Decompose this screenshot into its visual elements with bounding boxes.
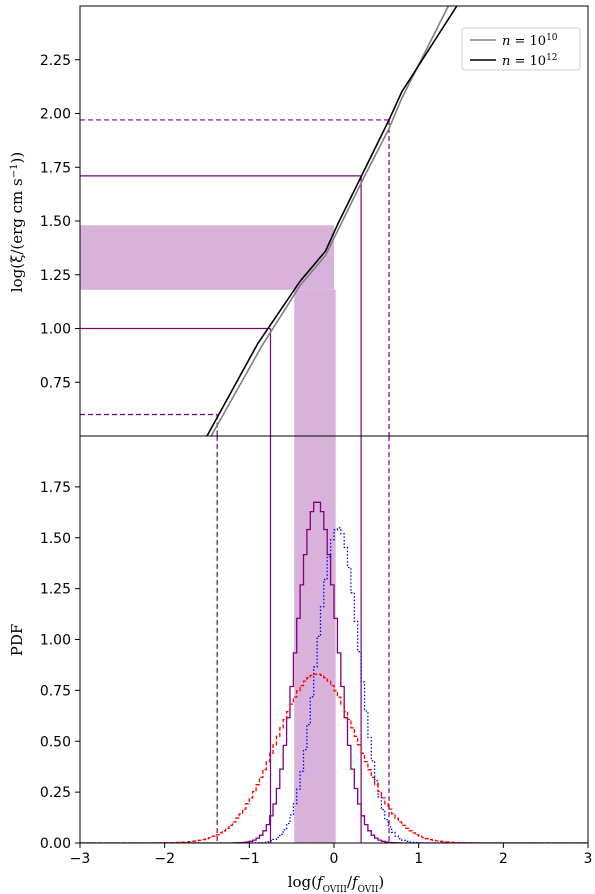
top-y-tick-label: 2.00 <box>40 107 71 123</box>
bottom-x-tick-label: −3 <box>70 851 91 867</box>
bottom-y-tick-label: 1.00 <box>40 633 71 649</box>
bottom-y-tick-label: 0.50 <box>40 734 71 750</box>
legend: n = 1010 n = 1012 <box>461 27 581 71</box>
bottom-y-tick-label: 0.25 <box>40 785 71 801</box>
top-panel <box>80 6 458 436</box>
top-y-tick-label: 0.75 <box>40 375 71 391</box>
bottom-x-tick-label: 1 <box>414 851 423 867</box>
histogram-solid-800080 <box>80 501 588 843</box>
bottom-y-tick-label: 0.00 <box>40 836 71 852</box>
bottom-x-tick-label: 0 <box>330 851 339 867</box>
ticks: 0.75 1.00 1.25 1.50 1.75 2.00 2.25 0.00 0.25 0.50… <box>40 53 593 867</box>
top-shaded-strip <box>294 289 336 436</box>
bottom-panel <box>80 436 588 843</box>
histogram-dotted-0000ff <box>80 527 588 843</box>
bottom-x-tick-label: 2 <box>499 851 508 867</box>
legend-label-n10: n = 1010 <box>502 33 558 49</box>
top-y-tick-label: 1.00 <box>40 322 71 338</box>
bottom-y-tick-label: 0.75 <box>40 683 71 699</box>
top-y-axis-label: log(ξ/(erg cm s−1)) <box>8 152 26 292</box>
legend-label-n12: n = 1012 <box>502 53 558 69</box>
bottom-x-tick-label: −2 <box>154 851 175 867</box>
top-plot-area <box>80 6 458 436</box>
bottom-plot-area <box>80 436 588 843</box>
bottom-x-axis-label: log(fOVIII/fOVII) <box>288 873 385 894</box>
bottom-shaded-band <box>294 436 336 843</box>
bottom-x-tick-label: 3 <box>584 851 593 867</box>
bottom-y-axis-label: PDF <box>8 624 26 657</box>
bottom-y-tick-label: 1.75 <box>40 480 71 496</box>
top-curve-n10 <box>210 6 450 436</box>
top-y-tick-label: 1.50 <box>40 214 71 230</box>
top-y-tick-label: 2.25 <box>40 53 71 69</box>
top-shaded-band <box>80 225 334 290</box>
top-y-tick-label: 1.75 <box>40 160 71 176</box>
bottom-y-tick-label: 1.25 <box>40 582 71 598</box>
bottom-x-tick-label: −1 <box>239 851 260 867</box>
bottom-y-tick-label: 1.50 <box>40 531 71 547</box>
top-y-tick-label: 1.25 <box>40 268 71 284</box>
top-curve-n12 <box>206 6 458 436</box>
